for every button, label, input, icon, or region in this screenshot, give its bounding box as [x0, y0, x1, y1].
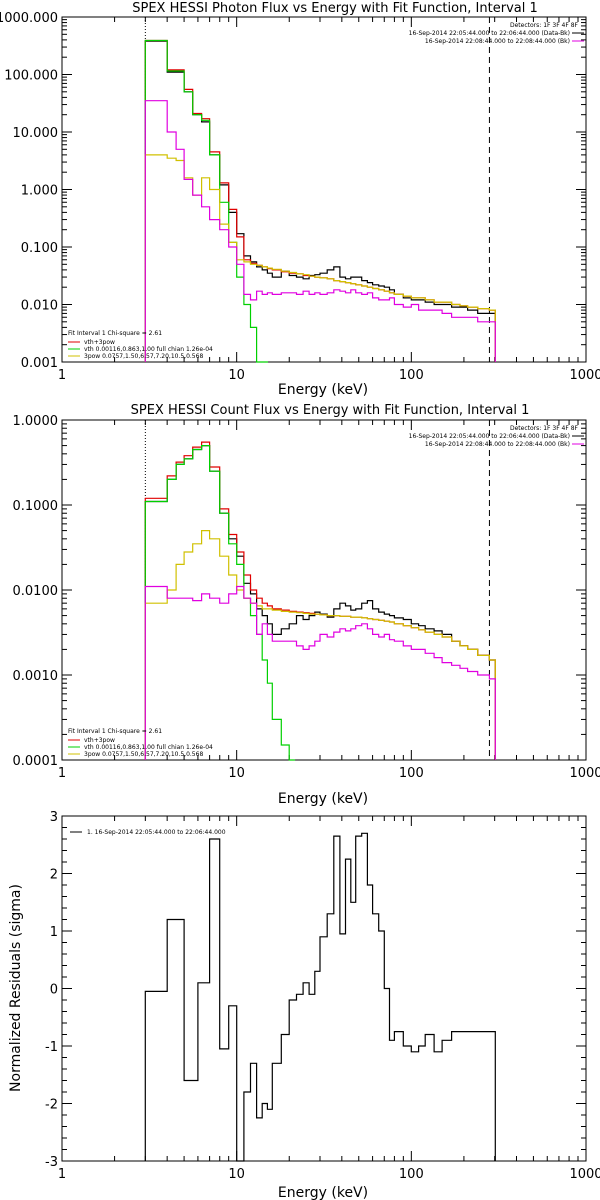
panel1-legend-vth: vth 0.00116,0.863,1.00 full chian 1.26e-… — [84, 346, 213, 353]
panel2-title: SPEX HESSI Count Flux vs Energy with Fit… — [131, 403, 530, 418]
panel3-ticks: 1 10 100 1000 -3 -2 -1 0 1 2 3 — [45, 810, 600, 1182]
panel3-legend: 1. 16-Sep-2014 22:05:44.000 to 22:06:44.… — [87, 829, 226, 836]
y-tick-label: 0.0100 — [13, 584, 59, 599]
y-tick-label: 0.1000 — [13, 499, 59, 514]
x-tick-label: 1 — [58, 766, 66, 781]
panel2-frame — [61, 419, 587, 761]
y-tick-label: 10.000 — [13, 126, 59, 141]
panel2-header-detectors: Detectors: 1F 3F 4F 8F — [510, 425, 579, 432]
series-line — [144, 39, 268, 363]
count-flux-panel: SPEX HESSI Count Flux vs Energy with Fit… — [13, 403, 600, 807]
x-tick-label: 100 — [399, 766, 424, 781]
series-line — [144, 445, 296, 761]
panel3-ylabel: Normalized Residuals (sigma) — [8, 884, 24, 1092]
y-tick-label: 0.0010 — [13, 669, 59, 684]
panel1-header-data: 16-Sep-2014 22:05:44.000 to 22:06:44.000… — [409, 30, 570, 37]
panel2-legend-fit: Fit Interval 1 Chi-square = 2.61 — [68, 728, 162, 735]
y-tick-label: 1.000 — [21, 184, 58, 199]
x-tick-label: 1 — [58, 1167, 66, 1182]
x-tick-label: 1000 — [569, 766, 600, 781]
y-tick-label: 2 — [50, 868, 58, 883]
panel2-xlabel: Energy (keV) — [278, 791, 368, 807]
y-tick-label: 3 — [50, 810, 58, 825]
panel1-legend-total: vth+3pow — [84, 339, 115, 346]
panel3-series — [144, 832, 496, 1162]
series-line — [144, 154, 496, 362]
x-tick-label: 1000 — [569, 1167, 600, 1182]
panel1-ticks: 1 10 100 1000 0.001 0.010 0.100 1.000 10.000 100.… — [0, 11, 600, 383]
panel3-frame — [61, 815, 587, 1162]
y-tick-label: 1 — [50, 925, 58, 940]
series-line — [144, 832, 496, 1162]
panel1-series — [144, 17, 496, 363]
panel1-legend-fit: Fit Interval 1 Chi-square = 2.61 — [68, 330, 162, 337]
y-tick-label: 0.010 — [21, 299, 58, 314]
x-tick-label: 1 — [58, 368, 66, 383]
y-tick-label: 0.100 — [21, 241, 58, 256]
y-tick-label: -1 — [45, 1040, 58, 1055]
x-tick-label: 10 — [228, 1167, 245, 1182]
panel3-xlabel: Energy (keV) — [278, 1185, 368, 1200]
x-tick-label: 1000 — [569, 368, 600, 383]
y-tick-label: 0.001 — [21, 356, 58, 371]
x-tick-label: 100 — [399, 1167, 424, 1182]
panel1-header-detectors: Detectors: 1F 3F 4F 8F — [510, 22, 579, 29]
y-tick-label: 1.0000 — [13, 414, 59, 429]
x-tick-label: 100 — [399, 368, 424, 383]
photon-flux-panel: SPEX HESSI Photon Flux vs Energy with Fi… — [0, 1, 600, 398]
panel2-legend-vth: vth 0.00116,0.863,1.00 full chian 1.26e-… — [84, 744, 213, 751]
y-tick-label: 100.000 — [4, 69, 58, 84]
panel1-legend-3pow: 3pow 0.0757,1.50,6.57,7.20,10.5,0.568 — [84, 353, 203, 360]
series-line — [144, 100, 496, 362]
panel1-xlabel: Energy (keV) — [278, 382, 368, 398]
series-line — [144, 585, 496, 760]
panel2-header-bk: 16-Sep-2014 22:08:44.000 to 22:08:44.000… — [425, 441, 570, 448]
y-tick-label: 1000.000 — [0, 11, 58, 26]
panel1-title: SPEX HESSI Photon Flux vs Energy with Fi… — [132, 1, 538, 16]
y-tick-label: -2 — [45, 1098, 58, 1113]
y-tick-label: 0 — [50, 983, 58, 998]
panel2-series — [144, 420, 496, 761]
x-tick-label: 10 — [228, 368, 245, 383]
panel1-header-bk: 16-Sep-2014 22:08:44.000 to 22:08:44.000… — [425, 38, 570, 45]
y-tick-label: 0.0001 — [13, 754, 59, 769]
series-line — [144, 530, 496, 760]
panel2-header-data: 16-Sep-2014 22:05:44.000 to 22:06:44.000… — [409, 433, 570, 440]
series-line — [144, 445, 496, 760]
panel1-frame — [61, 16, 587, 363]
y-tick-label: -3 — [45, 1155, 58, 1170]
x-tick-label: 10 — [228, 766, 245, 781]
panel2-legend-total: vth+3pow — [84, 737, 115, 744]
panel2-ticks: 1 10 100 1000 0.0001 0.0010 0.0100 0.1000 1.0000 — [13, 414, 600, 781]
panel2-legend-3pow: 3pow 0.0757,1.50,6.57,7.20,10.5,0.568 — [84, 751, 203, 758]
residuals-panel: 1 10 100 1000 -3 -2 -1 0 1 2 3 1. 16-Sep-2014 22:0… — [8, 810, 600, 1200]
